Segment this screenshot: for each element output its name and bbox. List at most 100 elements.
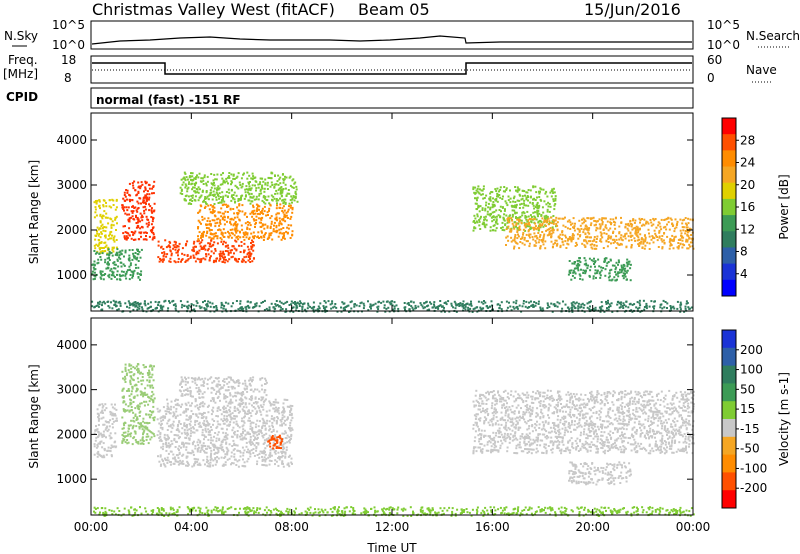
data-cell xyxy=(178,449,180,452)
data-cell xyxy=(207,248,210,250)
data-cell xyxy=(245,406,248,409)
data-cell xyxy=(177,437,180,440)
data-cell xyxy=(144,304,147,307)
data-cell xyxy=(214,249,217,252)
data-cell xyxy=(480,301,483,304)
data-cell xyxy=(609,221,612,224)
data-cell xyxy=(548,203,551,205)
data-cell xyxy=(631,228,634,231)
data-cell xyxy=(122,437,125,440)
data-cell xyxy=(108,263,110,266)
data-cell xyxy=(160,422,163,425)
data-cell xyxy=(489,208,492,211)
data-cell xyxy=(186,434,189,437)
data-cell xyxy=(292,178,295,181)
data-cell xyxy=(177,245,180,248)
data-cell xyxy=(225,442,228,445)
data-cell xyxy=(499,196,502,199)
data-cell xyxy=(261,427,264,429)
data-cell xyxy=(144,187,147,190)
data-cell xyxy=(498,194,501,196)
data-cell xyxy=(181,462,184,465)
data-cell xyxy=(598,272,601,275)
data-cell xyxy=(133,301,136,304)
data-cell xyxy=(383,304,386,307)
data-cell xyxy=(622,302,625,305)
data-cell xyxy=(227,244,229,247)
data-cell xyxy=(237,238,240,241)
data-cell xyxy=(544,247,547,250)
data-cell xyxy=(215,459,218,462)
data-cell xyxy=(94,211,97,214)
data-cell xyxy=(173,260,176,263)
data-cell xyxy=(261,460,264,462)
data-cell xyxy=(202,301,204,304)
data-cell xyxy=(590,236,592,239)
data-cell xyxy=(93,432,96,435)
data-cell xyxy=(195,188,198,190)
data-cell xyxy=(110,223,113,226)
data-cell xyxy=(116,259,119,262)
data-cell xyxy=(126,439,129,441)
data-cell xyxy=(226,260,229,263)
data-cell xyxy=(206,305,209,308)
data-cell xyxy=(532,228,535,231)
data-cell xyxy=(129,381,132,384)
data-cell xyxy=(290,412,293,415)
data-cell xyxy=(223,405,226,408)
data-cell xyxy=(272,401,275,403)
data-cell xyxy=(285,214,288,217)
data-cell xyxy=(674,218,677,221)
data-cell xyxy=(275,207,278,210)
data-cell xyxy=(250,177,253,180)
data-cell xyxy=(518,220,521,223)
data-cell xyxy=(264,223,267,226)
data-cell xyxy=(113,445,116,448)
data-cell xyxy=(121,427,124,430)
data-cell xyxy=(228,443,231,446)
data-cell xyxy=(284,301,287,304)
data-cell xyxy=(669,305,672,307)
data-cell xyxy=(481,189,484,192)
data-cell xyxy=(191,431,194,434)
data-cell xyxy=(624,267,627,270)
data-cell xyxy=(196,257,199,260)
data-cell xyxy=(152,399,155,402)
data-cell xyxy=(131,258,134,261)
data-cell xyxy=(210,428,213,431)
data-cell xyxy=(232,245,235,248)
data-cell xyxy=(197,238,200,241)
data-cell xyxy=(206,458,209,461)
data-cell xyxy=(672,224,675,227)
data-cell xyxy=(210,457,213,460)
data-cell xyxy=(587,228,590,231)
data-cell xyxy=(217,449,220,452)
data-cell xyxy=(105,427,108,430)
data-cell xyxy=(137,406,140,409)
data-cell xyxy=(161,448,164,451)
data-cell xyxy=(614,279,617,282)
data-cell xyxy=(489,196,492,199)
data-cell xyxy=(223,240,225,243)
data-cell xyxy=(260,192,263,195)
data-cell xyxy=(662,239,665,242)
data-cell xyxy=(262,201,265,204)
data-cell xyxy=(185,408,188,410)
data-cell xyxy=(222,212,225,215)
data-cell xyxy=(185,184,188,187)
data-cell xyxy=(627,229,630,232)
data-cell xyxy=(111,414,114,417)
data-cell xyxy=(147,198,150,201)
data-cell xyxy=(424,306,426,309)
data-cell xyxy=(141,219,144,222)
data-cell xyxy=(264,459,267,462)
data-cell xyxy=(179,423,182,425)
data-cell xyxy=(538,190,540,193)
data-cell xyxy=(535,302,538,305)
data-cell xyxy=(631,234,634,237)
data-cell xyxy=(160,440,163,442)
data-cell xyxy=(110,455,113,458)
data-cell xyxy=(290,461,293,464)
data-cell xyxy=(150,209,153,212)
y-tick-label: 1000 xyxy=(56,268,87,282)
